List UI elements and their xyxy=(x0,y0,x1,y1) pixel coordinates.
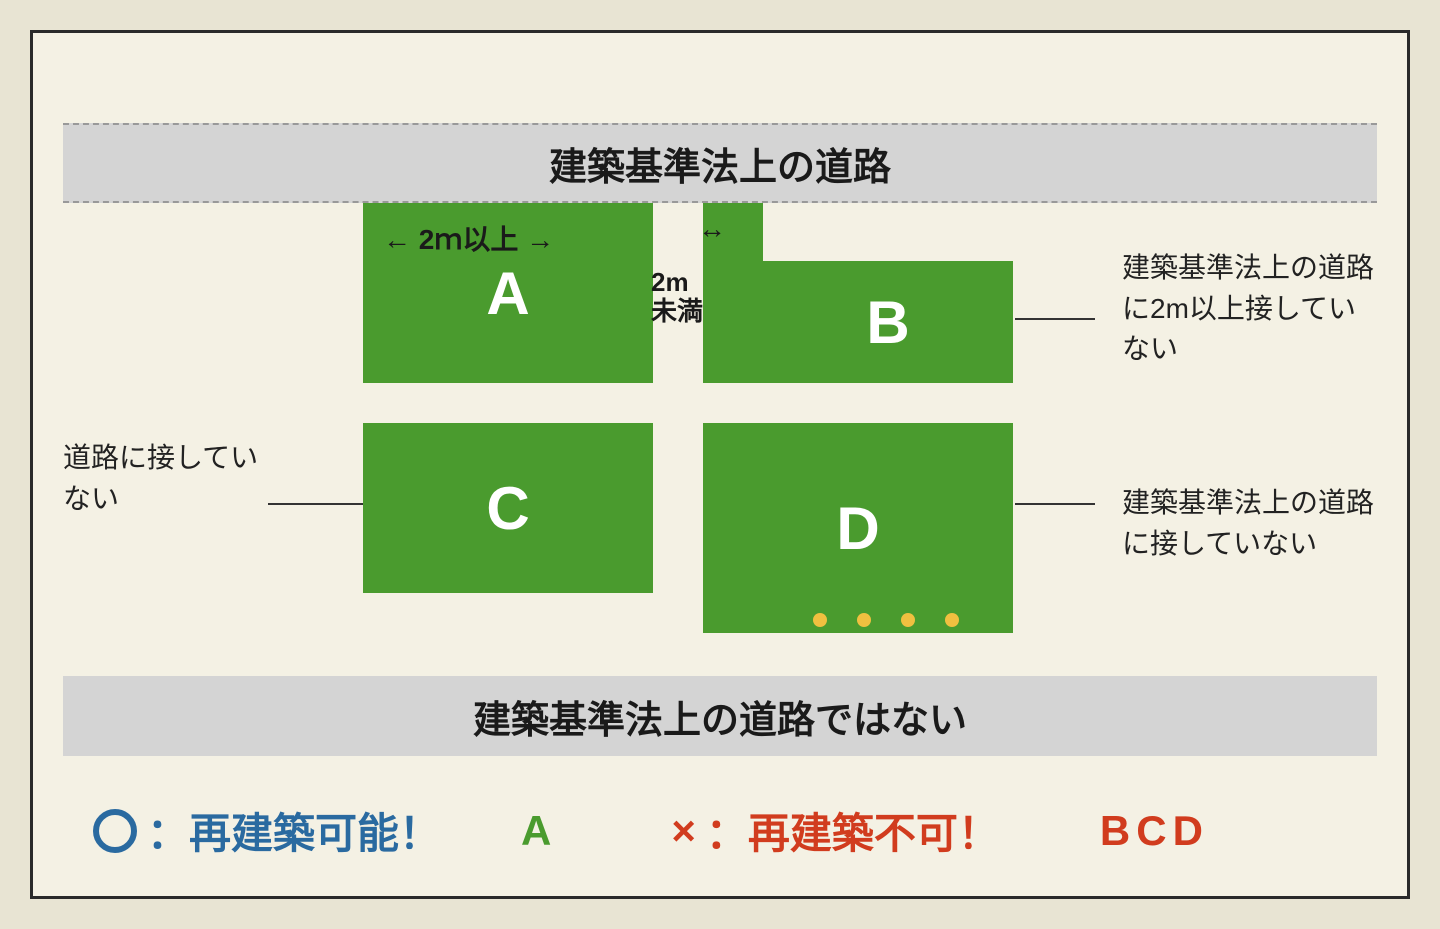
legend-ng: × ：再建築不可！ xyxy=(671,800,1000,861)
legend-ok-lots: A xyxy=(521,807,551,855)
legend: ：再建築可能！ A × ：再建築不可！ BCD xyxy=(93,800,1347,861)
lot-b-note: 建築基準法上の道路に2m以上接していない xyxy=(1122,248,1382,370)
lot-c-label: C xyxy=(486,474,529,543)
legend-ng-label: ：再建築不可！ xyxy=(706,800,1000,861)
lot-c: C xyxy=(363,423,653,593)
leader-d xyxy=(1015,503,1095,505)
circle-icon xyxy=(93,809,137,853)
lot-b-dim-arrow: ↔ xyxy=(698,213,726,245)
lot-d-note: 建築基準法上の道路に接していない xyxy=(1122,483,1382,564)
legend-ng-lots: BCD xyxy=(1100,807,1209,855)
lot-a-dimension: ← 2ｍ以上 → xyxy=(383,218,554,258)
lot-b: B xyxy=(703,261,1013,383)
road-bottom: 建築基準法上の道路ではない xyxy=(63,676,1377,756)
decorative-dots xyxy=(813,613,959,627)
lot-b-label: B xyxy=(866,288,909,357)
lot-b-dimension: 2m 未満 xyxy=(651,268,703,325)
lot-area: A ← 2ｍ以上 → B ↔ 2m 未満 建築基準法上の道路に2m以上接していな… xyxy=(173,203,1267,676)
legend-ok: ：再建築可能！ xyxy=(93,800,441,861)
diagram-frame: 建築基準法上の道路 A ← 2ｍ以上 → B ↔ 2m 未満 建築基準法上の道路… xyxy=(30,30,1410,899)
lot-a-label: A xyxy=(486,259,529,328)
legend-ok-label: ：再建築可能！ xyxy=(147,800,441,861)
lot-d-label: D xyxy=(836,494,879,563)
road-top-label: 建築基準法上の道路 xyxy=(549,136,891,191)
cross-icon: × xyxy=(671,807,696,855)
leader-c xyxy=(268,503,363,505)
road-bottom-label: 建築基準法上の道路ではない xyxy=(473,689,967,744)
road-top: 建築基準法上の道路 xyxy=(63,123,1377,203)
leader-b xyxy=(1015,318,1095,320)
lot-c-note: 道路に接していない xyxy=(63,438,263,519)
lot-d: D xyxy=(703,423,1013,633)
